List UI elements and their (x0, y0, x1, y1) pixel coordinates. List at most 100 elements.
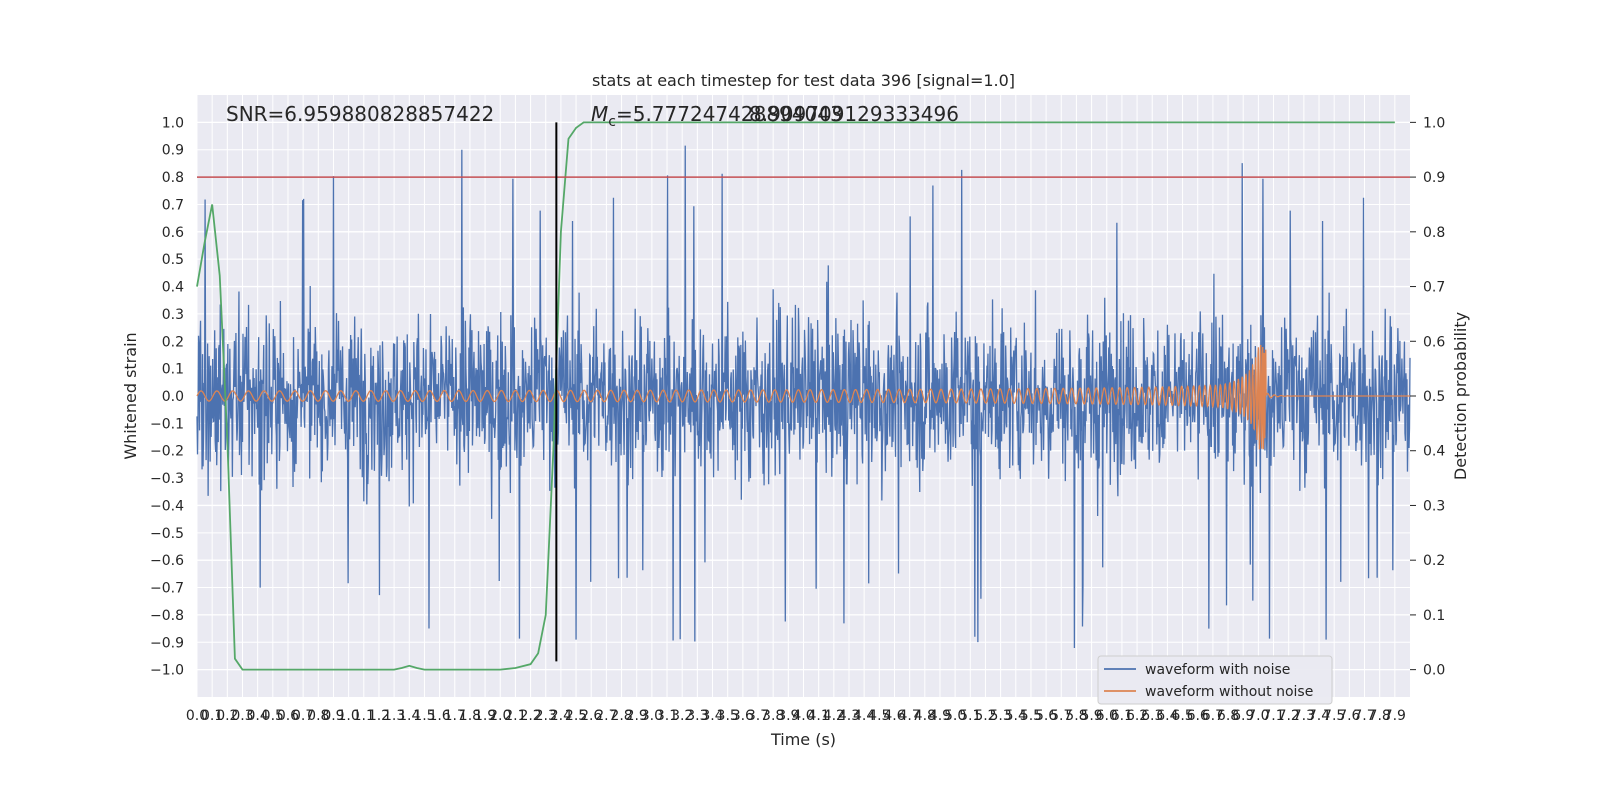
y-right-tick-label: 0.9 (1423, 170, 1445, 186)
x-tick-label: 2.4 (550, 708, 572, 724)
series-detection-probability (196, 121, 1395, 671)
x-tick-label: 5.0 (944, 708, 966, 724)
x-tick-label: 4.8 (914, 708, 936, 724)
y-tick-label: −0.2 (150, 444, 184, 460)
y-tick-label: −0.7 (150, 581, 184, 597)
y-tick-label: 0.0 (162, 389, 184, 405)
x-tick-label: 4.2 (823, 708, 845, 724)
x-tick-label: 3.9 (777, 708, 799, 724)
x-tick-label: 3.0 (641, 708, 663, 724)
x-tick-label: 6.5 (1171, 708, 1193, 724)
x-tick-label: 5.5 (1020, 708, 1042, 724)
mc-symbol: M (591, 102, 608, 126)
x-tick-label: 2.8 (610, 708, 632, 724)
y-right-tick-label: 0.7 (1423, 280, 1445, 296)
x-tick-label: 0.4 (247, 708, 269, 724)
y-tick-label: −0.9 (150, 635, 184, 651)
x-tick-label: 7.7 (1353, 708, 1375, 724)
y-tick-label: 1.0 (162, 115, 184, 131)
x-tick-label: 1.5 (413, 708, 435, 724)
x-tick-label: 0.3 (231, 708, 253, 724)
x-tick-label: 4.7 (899, 708, 921, 724)
y-tick-label: 0.1 (162, 362, 184, 378)
y-tick-label: 0.3 (162, 307, 184, 323)
x-tick-label: 3.1 (656, 708, 678, 724)
x-tick-label: 1.9 (474, 708, 496, 724)
chirp-mass-annotation: Mc=5.777247428894043 (591, 102, 843, 130)
legend-entry-noise: waveform with noise (1145, 662, 1290, 678)
y-right-axis-label: Detection probability (1451, 312, 1470, 480)
y-axis-label: Whitened strain (121, 332, 140, 459)
y-tick-label: 0.7 (162, 197, 184, 213)
x-tick-label: 7.3 (1293, 708, 1315, 724)
x-tick-label: 3.3 (686, 708, 708, 724)
y-right-tick-label: 0.8 (1423, 225, 1445, 241)
y-right-tick-label: 0.6 (1423, 334, 1445, 350)
y-tick-label: 0.5 (162, 252, 184, 268)
y-tick-label: −0.6 (150, 553, 184, 569)
x-tick-label: 1.2 (368, 708, 390, 724)
x-tick-label: 0.1 (201, 708, 223, 724)
x-tick-label: 5.6 (1035, 708, 1057, 724)
tick-labels: 0.00.10.20.30.40.50.60.70.80.91.01.11.21… (150, 115, 1445, 724)
x-tick-label: 5.4 (1005, 708, 1027, 724)
clean-waveform-line (196, 344, 1410, 450)
x-tick-label: 3.2 (671, 708, 693, 724)
x-tick-label: 2.7 (595, 708, 617, 724)
y-right-tick-label: 0.0 (1423, 663, 1445, 679)
x-tick-label: 3.7 (747, 708, 769, 724)
x-tick-label: 1.4 (398, 708, 420, 724)
x-tick-label: 6.9 (1232, 708, 1254, 724)
overlay-lines (197, 122, 1410, 662)
snr-annotation: SNR=6.959880828857422 (226, 102, 494, 126)
x-tick-label: 3.6 (732, 708, 754, 724)
x-tick-label: 5.3 (989, 708, 1011, 724)
x-tick-label: 7.6 (1338, 708, 1360, 724)
series-waveform-without-noise (196, 344, 1410, 450)
chart-title: stats at each timestep for test data 396… (592, 71, 1015, 90)
x-tick-label: 6.7 (1202, 708, 1224, 724)
x-tick-label: 1.8 (459, 708, 481, 724)
x-tick-label: 5.2 (974, 708, 996, 724)
probability-line (196, 121, 1395, 671)
legend-entry-clean: waveform without noise (1145, 684, 1313, 700)
x-tick-label: 0.8 (307, 708, 329, 724)
x-tick-label: 4.4 (853, 708, 875, 724)
x-tick-label: 2.1 (504, 708, 526, 724)
series-waveform-with-noise (196, 145, 1411, 649)
noise-waveform-line (196, 145, 1411, 649)
x-tick-label: 1.3 (383, 708, 405, 724)
x-tick-label: 5.1 (959, 708, 981, 724)
x-tick-label: 4.3 (838, 708, 860, 724)
y-tick-label: 0.9 (162, 143, 184, 159)
x-tick-label: 0.0 (186, 708, 208, 724)
x-tick-label: 0.2 (216, 708, 238, 724)
x-tick-label: 2.2 (519, 708, 541, 724)
x-tick-label: 0.5 (262, 708, 284, 724)
x-tick-label: 5.9 (1080, 708, 1102, 724)
y-tick-label: −0.1 (150, 416, 184, 432)
y-right-tick-label: 1.0 (1423, 115, 1445, 131)
x-tick-label: 6.0 (1096, 708, 1118, 724)
x-tick-label: 3.5 (717, 708, 739, 724)
x-tick-label: 7.0 (1247, 708, 1269, 724)
legend: waveform with noise waveform without noi… (1097, 655, 1333, 705)
y-tick-label: −0.4 (150, 498, 184, 514)
x-tick-label: 1.7 (444, 708, 466, 724)
x-tick-label: 7.2 (1278, 708, 1300, 724)
y-right-tick-label: 0.5 (1423, 389, 1445, 405)
y-tick-label: 0.8 (162, 170, 184, 186)
x-tick-label: 2.0 (489, 708, 511, 724)
x-tick-label: 4.1 (808, 708, 830, 724)
overlapping-annotation: 8.909709129333496 (749, 102, 959, 126)
x-tick-label: 1.0 (337, 708, 359, 724)
x-tick-label: 2.3 (535, 708, 557, 724)
x-tick-label: 7.8 (1369, 708, 1391, 724)
x-tick-label: 2.5 (565, 708, 587, 724)
x-tick-label: 6.6 (1187, 708, 1209, 724)
x-tick-label: 7.1 (1262, 708, 1284, 724)
x-tick-label: 0.9 (322, 708, 344, 724)
y-tick-label: 0.2 (162, 334, 184, 350)
x-axis-label: Time (s) (770, 730, 836, 749)
x-tick-label: 4.5 (868, 708, 890, 724)
